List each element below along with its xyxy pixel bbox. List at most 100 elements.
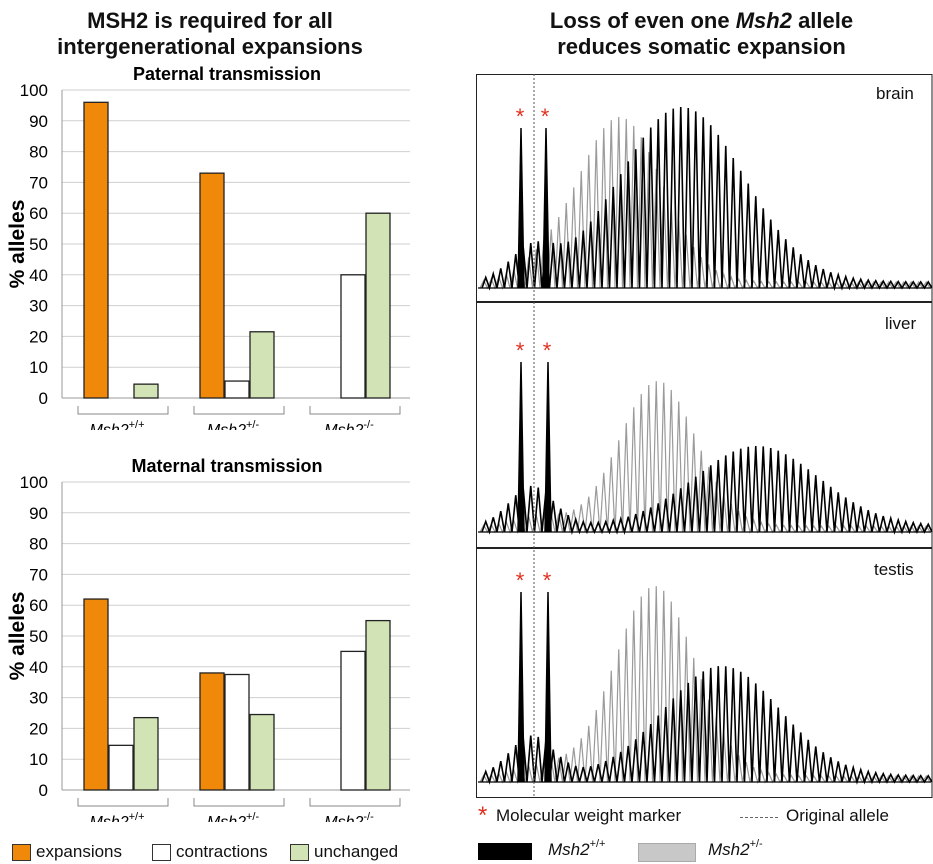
bar-contractions-2 [340,274,366,399]
marker-label: Molecular weight marker [496,806,682,825]
electropherogram-panels: * * * * * * [476,74,933,798]
marker-star-icon: * [543,338,552,363]
genotype-bracket [193,798,285,807]
marker-peak [517,591,525,783]
genotype-label: Msh2-/- [324,419,374,430]
legend-label-unchanged: unchanged [314,842,399,861]
tissue-label-liver: liver [885,314,917,333]
marker-peak [517,127,525,289]
marker-peak [517,361,525,533]
bar-unchanged-2 [365,619,391,791]
trace-legend-markers: * Molecular weight marker Original allel… [478,802,933,830]
bar-unchanged-0 [133,383,159,399]
original-allele-line-icon [740,817,778,818]
chart-title: Paternal transmission [133,64,321,84]
legend-swatch-contractions [152,844,171,861]
bar-unchanged-1 [249,713,275,791]
genotype-label: Msh2+/+ [89,419,144,430]
bar-expansions-1 [199,672,225,791]
y-tick-label: 100 [20,81,48,100]
y-tick-label: 50 [29,627,48,646]
genotype-label: Msh2-/- [324,811,374,822]
legend-label-expansions: expansions [36,842,123,861]
y-tick-label: 70 [29,565,48,584]
y-tick-label: 100 [20,473,48,492]
marker-star-icon: * [516,104,525,129]
trace-panel-brain [476,74,933,302]
left-title-line1: MSH2 is required for all [87,8,333,33]
tissue-label-brain: brain [876,84,914,103]
marker-star-icon: * [478,802,488,829]
y-tick-label: 50 [29,235,48,254]
bar-contractions-0 [108,744,134,791]
y-tick-label: 30 [29,297,48,316]
right-title-line1: Loss of even one Msh2 allele [470,8,933,34]
bar-contractions-2 [340,650,366,791]
y-tick-label: 20 [29,327,48,346]
bar-expansions-0 [83,101,109,399]
y-tick-label: 0 [39,389,48,408]
marker-star-icon: * [516,568,525,593]
trace-panel-liver [476,302,933,548]
y-axis-label: % alleles [6,200,29,289]
marker-peak [542,127,550,289]
right-panel-title: Loss of even one Msh2 allele reduces som… [470,8,933,60]
left-title-line2: intergenerational expansions [57,34,363,59]
trace-legend-genotypes: Msh2+/+ Msh2+/- [478,838,933,864]
maternal-chart: Maternal transmission 0 10 20 30 40 50 60 70 80 90… [6,456,410,822]
legend-swatch-heterozygous [638,843,696,862]
y-tick-label: 20 [29,719,48,738]
y-tick-label: 60 [29,204,48,223]
marker-peak [544,591,552,783]
genotype-label: Msh2+/- [207,811,260,822]
genotype-bracket [77,798,169,807]
legend-label-heterozygous: Msh2+/- [708,838,763,859]
right-title-post: allele [791,8,854,33]
y-tick-label: 80 [29,143,48,162]
y-tick-label: 70 [29,173,48,192]
marker-star-icon: * [516,338,525,363]
legend-label-contractions: contractions [176,842,268,861]
right-title-line2: reduces somatic expansion [557,34,846,59]
bar-contractions-1 [224,673,250,791]
legend-label-wildtype: Msh2+/+ [548,838,606,859]
y-tick-label: 40 [29,658,48,677]
y-axis-label: % alleles [6,592,29,681]
trace-panel-testis [476,548,933,798]
chart-title: Maternal transmission [131,456,322,476]
y-tick-label: 30 [29,689,48,708]
right-title-gene: Msh2 [735,8,792,33]
y-tick-label: 60 [29,596,48,615]
genotype-bracket [309,798,401,807]
legend-swatch-expansions [12,844,31,861]
legend-swatch-unchanged [290,844,309,861]
y-tick-label: 90 [29,112,48,131]
original-allele-label: Original allele [786,806,889,825]
y-tick-label: 10 [29,750,48,769]
tissue-label-testis: testis [874,560,914,579]
y-tick-label: 10 [29,358,48,377]
right-title-pre: Loss of even one [549,8,736,33]
bar-legend: expansions contractions unchanged [12,842,422,864]
y-tick-label: 0 [39,781,48,800]
genotype-bracket [193,406,285,415]
bar-unchanged-1 [249,331,275,399]
bar-contractions-1 [224,380,250,399]
bar-expansions-1 [199,172,225,399]
genotype-label: Msh2+/+ [89,811,144,822]
y-tick-label: 90 [29,504,48,523]
paternal-chart: Paternal transmission 0 10 20 30 40 50 60 70 80 90… [6,64,410,430]
marker-star-icon: * [543,568,552,593]
bar-unchanged-2 [365,212,391,399]
y-tick-label: 80 [29,535,48,554]
genotype-bracket [309,406,401,415]
genotype-label: Msh2+/- [207,419,260,430]
marker-peak [544,361,552,533]
legend-swatch-wildtype [478,843,532,860]
genotype-bracket [77,406,169,415]
y-tick-label: 40 [29,266,48,285]
bar-expansions-0 [83,598,109,791]
marker-star-icon: * [541,104,550,129]
left-panel-title: MSH2 is required for all intergeneration… [0,8,420,60]
bar-unchanged-0 [133,716,159,791]
